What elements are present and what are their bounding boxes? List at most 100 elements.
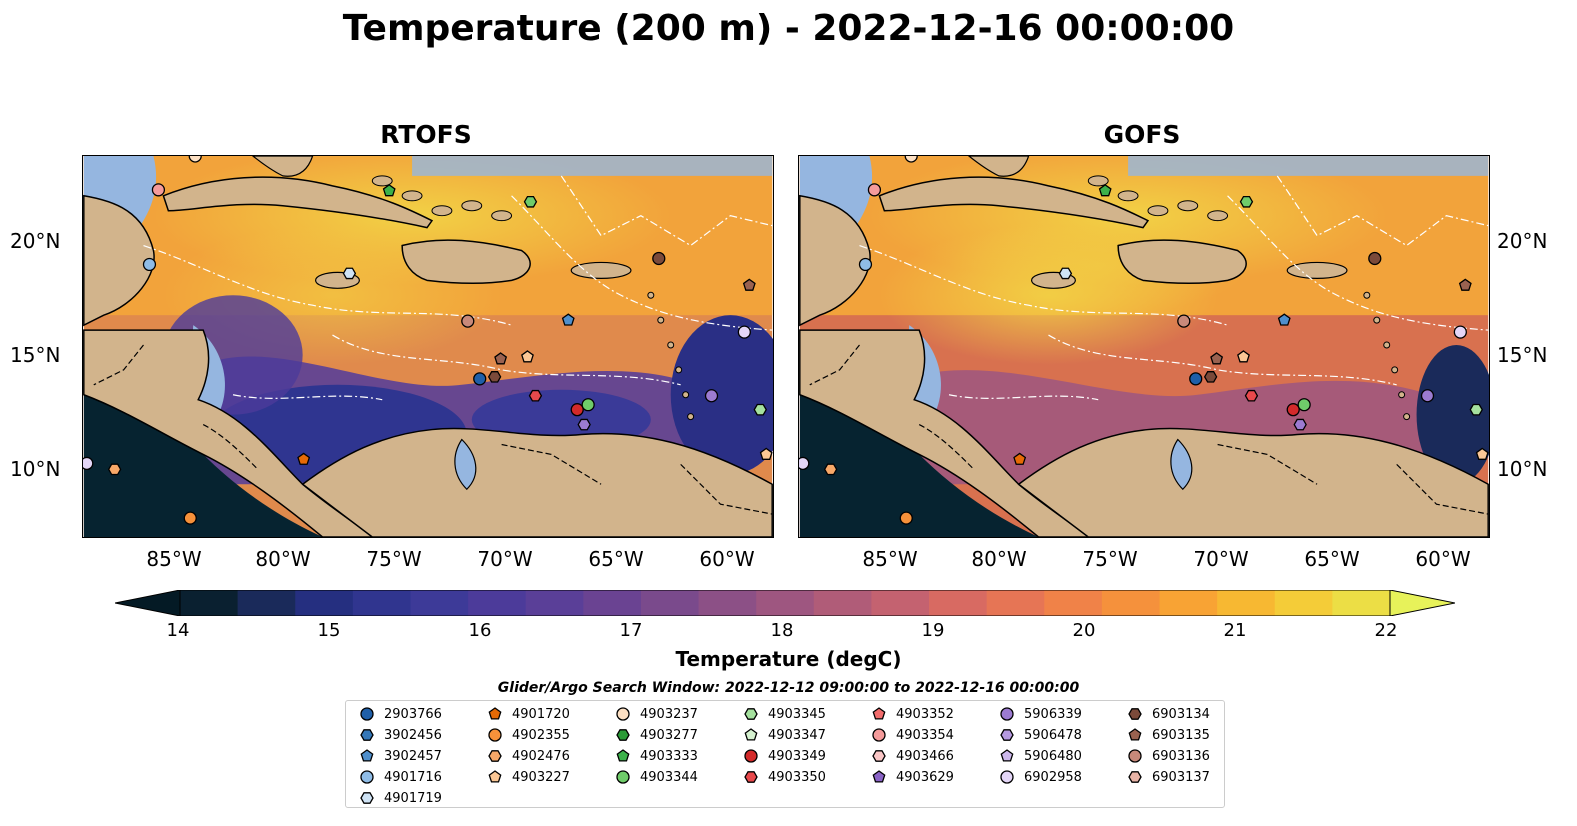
circle-marker-icon [616, 770, 630, 784]
lon-label-85w: 85°W [146, 547, 202, 571]
float-marker [904, 156, 918, 163]
legend-label: 5906480 [1024, 748, 1082, 764]
legend-item: 6903136 [1126, 747, 1210, 765]
colorbar-segment [468, 590, 527, 616]
circle-marker-icon [360, 770, 374, 784]
legend-item: 4901719 [358, 789, 442, 807]
float-marker [1058, 267, 1073, 280]
legend-item: 4903350 [742, 768, 826, 786]
legend-item: 4901720 [486, 705, 570, 723]
legend-label: 4903466 [896, 748, 954, 764]
legend-item: 4903333 [614, 747, 698, 765]
hexagon-marker-icon [616, 729, 630, 741]
lon-label-75w: 75°W [1082, 547, 1138, 571]
float-marker [494, 352, 508, 365]
float-marker [1177, 314, 1191, 328]
lat-label-20n: 20°N [1497, 229, 1548, 253]
float-marker [1098, 184, 1112, 197]
legend-label: 4903345 [768, 706, 826, 722]
legend-label: 4903629 [896, 769, 954, 785]
legend-marker [616, 729, 630, 741]
legend-label: 5906339 [1024, 706, 1082, 722]
legend-item: 3902457 [358, 747, 442, 765]
float-marker [1237, 350, 1250, 363]
pentagon-marker-icon [488, 707, 502, 720]
legend-marker [488, 728, 502, 742]
float-marker [570, 403, 584, 417]
legend-label: 4903344 [640, 769, 698, 785]
legend-marker [1128, 771, 1142, 783]
legend-item: 4902476 [486, 747, 570, 765]
float-marker [742, 278, 756, 291]
gofs-temperature-map [798, 155, 1490, 538]
colorbar-label: Temperature (degC) [675, 647, 902, 671]
legend-item: 6903137 [1126, 768, 1210, 786]
legend-label: 4901716 [384, 769, 442, 785]
colorbar-tick: 22 [1374, 620, 1398, 641]
float-marker [858, 257, 873, 272]
colorbar-segment [1044, 590, 1103, 616]
legend-marker [1128, 749, 1142, 763]
legend-label: 3902456 [384, 727, 442, 743]
colorbar-segment [237, 590, 296, 616]
legend-title: Glider/Argo Search Window: 2022-12-12 09… [497, 680, 1080, 696]
pentagon-marker-icon [1000, 749, 1014, 762]
colorbar-segment [986, 590, 1045, 616]
legend-marker [616, 749, 630, 762]
legend-label: 5906478 [1024, 727, 1082, 743]
legend-marker [1000, 729, 1014, 741]
legend-item: 4903349 [742, 747, 826, 765]
legend-item: 6903134 [1126, 705, 1210, 723]
circle-marker-icon [488, 728, 502, 742]
colorbar-segment [698, 590, 757, 616]
legend-item: 4903347 [742, 726, 826, 744]
colorbar-segment [871, 590, 930, 616]
lon-label-65w: 65°W [1304, 547, 1360, 571]
colorbar-segment [1274, 590, 1333, 616]
float-marker [1210, 352, 1224, 365]
legend-marker [744, 771, 758, 783]
legend-marker [488, 750, 502, 762]
lon-label-70w: 70°W [1193, 547, 1249, 571]
lat-label-15n: 15°N [10, 343, 61, 367]
float-marker [823, 463, 838, 476]
hexagon-marker-icon [744, 771, 758, 783]
colorbar-segment [1217, 590, 1276, 616]
lon-label-75w: 75°W [366, 547, 422, 571]
circle-marker-icon [744, 749, 758, 763]
colorbar-segment [180, 590, 239, 616]
colorbar-segment [295, 590, 354, 616]
float-marker [867, 183, 882, 197]
legend-label: 6903134 [1152, 706, 1210, 722]
float-marker [1453, 325, 1467, 339]
legend-marker [360, 707, 374, 721]
legend-marker [872, 770, 886, 783]
colorbar-tick: 16 [468, 620, 492, 641]
legend-marker [360, 729, 374, 741]
float-marker [107, 463, 122, 476]
lon-label-65w: 65°W [588, 547, 644, 571]
float-marker [652, 251, 666, 266]
hexagon-marker-icon [872, 750, 886, 762]
colorbar-segment [756, 590, 815, 616]
lon-label-80w: 80°W [971, 547, 1027, 571]
figure-title: Temperature (200 m) - 2022-12-16 00:00:0… [342, 8, 1235, 49]
colorbar-tick: 15 [317, 620, 341, 641]
colorbar-segment [1332, 590, 1391, 616]
colorbar-segment [352, 590, 411, 616]
legend-marker [1128, 708, 1142, 720]
legend-marker [744, 728, 758, 741]
circle-marker-icon [1128, 749, 1142, 763]
float-marker [521, 350, 534, 363]
hexagon-marker-icon [488, 750, 502, 762]
float-marker [382, 184, 396, 197]
colorbar-tick: 19 [921, 620, 945, 641]
float-marker [83, 456, 94, 470]
float-marker [561, 313, 575, 326]
float-marker [1469, 403, 1483, 416]
legend-item: 4903354 [870, 726, 954, 744]
legend-marker [1128, 728, 1142, 741]
pentagon-marker-icon [872, 770, 886, 783]
colorbar-segment [525, 590, 584, 616]
legend-item: 4903237 [614, 705, 698, 723]
